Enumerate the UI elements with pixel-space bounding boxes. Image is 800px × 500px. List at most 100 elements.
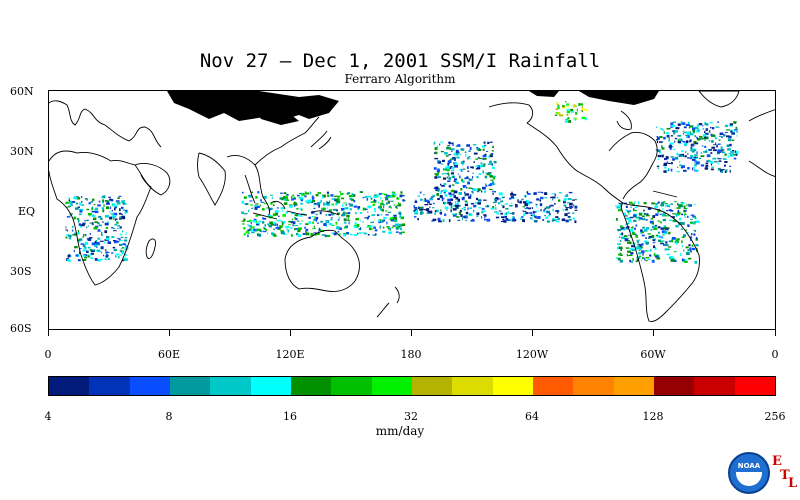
- rain-cell: [645, 256, 650, 259]
- rain-cell: [265, 229, 268, 231]
- rain-cell: [687, 167, 690, 170]
- rain-cell: [398, 225, 403, 227]
- rain-cell: [436, 169, 440, 173]
- rain-cell: [497, 198, 499, 201]
- rain-cell: [616, 206, 621, 209]
- rain-cell: [630, 227, 633, 229]
- rain-cell: [434, 212, 436, 215]
- rain-cell: [282, 213, 286, 217]
- rain-cell: [654, 248, 657, 250]
- rain-cell: [440, 183, 442, 186]
- rain-cell: [645, 214, 650, 217]
- rain-cell: [245, 231, 249, 234]
- rain-cell: [266, 207, 270, 209]
- rain-cell: [388, 205, 392, 208]
- rain-cell: [87, 212, 92, 216]
- rain-cell: [321, 207, 324, 211]
- rain-cell: [73, 216, 77, 220]
- lon-tick-120e: [290, 330, 291, 336]
- rain-cell: [523, 213, 526, 216]
- rain-cell: [535, 205, 537, 208]
- rain-cell: [661, 230, 666, 234]
- rain-cell: [570, 110, 575, 113]
- rain-cell: [496, 212, 499, 215]
- rain-cell: [453, 175, 455, 178]
- rain-cell: [107, 251, 110, 253]
- rain-cell: [82, 255, 86, 257]
- rain-cell: [729, 169, 731, 173]
- rain-cell: [305, 192, 309, 195]
- rain-cell: [320, 199, 322, 202]
- rain-cell: [469, 207, 472, 209]
- rain-cell: [287, 229, 289, 233]
- rain-cell: [336, 226, 340, 230]
- rain-cell: [121, 216, 126, 220]
- rain-cell: [652, 221, 654, 225]
- rain-cell: [114, 240, 118, 244]
- rain-cell: [626, 253, 628, 256]
- rain-cell: [420, 199, 423, 201]
- rain-cell: [90, 200, 94, 203]
- rain-cell: [729, 123, 734, 126]
- rain-cell: [666, 134, 670, 138]
- rain-cell: [106, 202, 110, 205]
- rain-cell: [733, 130, 735, 132]
- rain-cell: [434, 157, 439, 160]
- rain-cell: [667, 169, 670, 171]
- rain-cell: [243, 227, 246, 230]
- rain-cell: [347, 217, 349, 220]
- rain-cell: [668, 231, 671, 235]
- rain-cell: [355, 212, 357, 215]
- rain-cell: [706, 123, 709, 126]
- rain-cell: [392, 217, 395, 219]
- rain-cell: [338, 227, 342, 230]
- rain-cell: [442, 159, 445, 162]
- rain-cell: [624, 215, 628, 217]
- rain-cell: [262, 216, 264, 220]
- rain-cell: [617, 259, 620, 261]
- rain-cell: [464, 215, 468, 218]
- colorbar-swatch-9: [411, 377, 453, 395]
- rain-cell: [631, 245, 635, 248]
- rain-cell: [529, 217, 531, 219]
- rain-cell: [119, 250, 122, 252]
- rain-cell: [77, 241, 81, 243]
- rain-cell: [374, 194, 376, 196]
- rain-cell: [669, 147, 672, 150]
- rain-cell: [483, 214, 487, 216]
- rain-cell: [473, 152, 478, 155]
- rain-cell: [117, 225, 121, 227]
- rain-cell: [282, 233, 287, 235]
- rain-cell: [444, 152, 448, 155]
- rain-cell: [253, 228, 256, 232]
- rain-cell: [572, 217, 575, 221]
- rain-cell: [718, 135, 722, 137]
- rain-cell: [66, 216, 71, 218]
- rain-cell: [393, 203, 395, 206]
- rain-cell: [378, 221, 382, 224]
- rain-cell: [285, 211, 289, 214]
- rain-cell: [495, 197, 499, 200]
- rain-cell: [636, 258, 639, 262]
- rain-cell: [476, 147, 479, 149]
- rain-cell: [483, 141, 486, 144]
- rain-cell: [462, 168, 466, 170]
- rain-cell: [82, 236, 84, 238]
- rain-cell: [325, 214, 328, 216]
- rain-cell: [481, 210, 484, 214]
- rain-cell: [533, 192, 537, 195]
- rain-cell: [722, 151, 726, 154]
- rain-cell: [546, 210, 550, 214]
- rain-cell: [347, 219, 351, 221]
- rain-cell: [702, 128, 704, 130]
- rain-cell: [724, 153, 727, 156]
- rain-cell: [426, 212, 429, 215]
- rain-cell: [81, 204, 85, 206]
- rain-cell: [484, 144, 487, 146]
- rain-cell: [680, 253, 682, 256]
- rain-cell: [322, 195, 324, 199]
- rain-cell: [312, 227, 317, 229]
- rain-cell: [90, 250, 95, 252]
- rain-cell: [471, 203, 474, 205]
- rain-cell: [107, 239, 109, 242]
